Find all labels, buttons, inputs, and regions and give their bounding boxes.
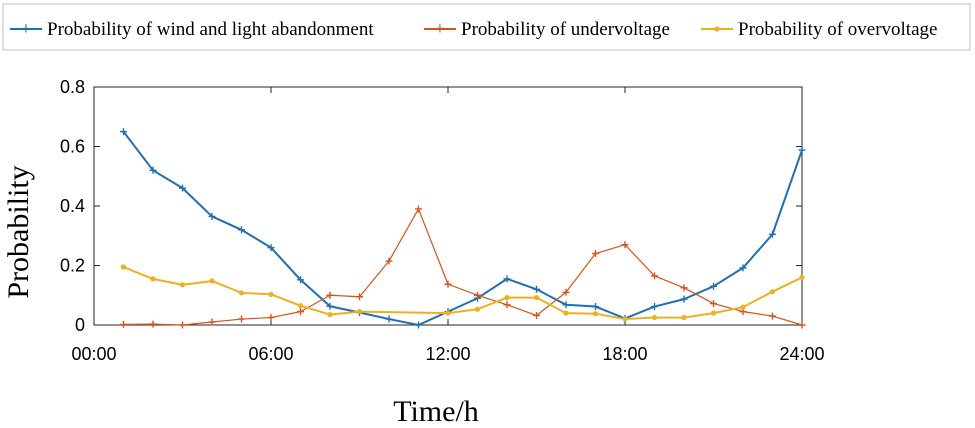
legend-label: Probability of wind and light abandonmen… (47, 19, 374, 40)
series-layer (120, 128, 806, 329)
data-point (651, 314, 658, 321)
data-point (267, 314, 275, 322)
series-1 (120, 205, 806, 329)
data-point (651, 272, 658, 280)
series-line (123, 208, 803, 326)
legend-label: Probability of undervoltage (461, 19, 670, 40)
data-point (622, 316, 628, 322)
data-point (769, 230, 776, 238)
x-tick-label: 12:00 (425, 344, 470, 364)
y-axis-title: Probability (2, 165, 35, 298)
legend: + Probability of wind and light abandonm… (2, 3, 971, 51)
data-point (680, 284, 688, 292)
x-tick-label: 24:00 (779, 344, 824, 364)
x-tick-label: 06:00 (248, 344, 293, 364)
y-tick-label: 0.8 (60, 77, 85, 97)
data-point (798, 146, 806, 154)
x-axis-title: Time/h (393, 395, 479, 428)
data-point (651, 303, 658, 311)
data-point (503, 275, 511, 283)
data-point (179, 321, 186, 329)
data-point (621, 241, 629, 249)
data-point (149, 320, 157, 328)
data-point (209, 278, 215, 284)
y-tick-label: 0.6 (60, 137, 85, 157)
data-point (444, 280, 452, 288)
data-point (415, 321, 422, 329)
legend-entry-overvoltage: Probability of overvoltage (701, 19, 937, 40)
data-point (297, 276, 304, 284)
data-point (445, 310, 451, 316)
data-point (680, 295, 688, 303)
data-point (120, 264, 127, 270)
series-line (122, 131, 803, 326)
data-point (710, 310, 717, 316)
data-point (740, 304, 746, 310)
data-point (681, 314, 687, 321)
data-point (385, 257, 393, 265)
data-point (799, 274, 805, 280)
legend-entry-undervoltage: + Probability of undervoltage (424, 19, 670, 40)
data-point (504, 295, 510, 301)
data-point (326, 302, 334, 310)
data-point (297, 308, 304, 316)
data-point (592, 250, 599, 258)
data-point (563, 310, 569, 316)
data-point (326, 291, 334, 299)
data-point (120, 128, 127, 136)
x-tick-label: 00:00 (71, 344, 116, 364)
data-point (327, 311, 333, 318)
series-line (123, 266, 803, 321)
axes: 00:00 06:00 12:00 18:00 24:00 0 0.2 0.4 0.6 0.8 (60, 77, 825, 364)
data-point (474, 291, 481, 299)
data-point (385, 315, 393, 323)
data-point (769, 289, 776, 295)
data-point (268, 291, 274, 297)
data-point (238, 290, 245, 296)
data-point (297, 303, 304, 309)
data-point (592, 311, 599, 317)
data-point (739, 264, 747, 272)
data-point (356, 309, 363, 315)
legend-box (2, 3, 971, 51)
data-point (356, 293, 363, 301)
data-point (710, 300, 717, 308)
data-point (208, 318, 216, 326)
data-point (267, 244, 275, 252)
data-point (120, 320, 127, 328)
data-point (503, 301, 511, 309)
series-2 (120, 264, 805, 322)
data-point (179, 184, 186, 192)
data-point (208, 212, 216, 220)
data-point (150, 276, 156, 282)
data-point (179, 282, 186, 288)
data-point (415, 205, 422, 213)
data-point (238, 226, 245, 234)
y-tick-label: 0 (75, 315, 85, 335)
y-tick-label: 0.2 (60, 256, 85, 276)
data-point (533, 295, 540, 301)
legend-marker-icon: + (21, 22, 32, 37)
data-point (238, 315, 245, 323)
data-point (592, 303, 599, 311)
data-point (710, 282, 717, 290)
legend-entry-wind-light: + Probability of wind and light abandonm… (10, 19, 374, 40)
data-point (769, 312, 776, 320)
x-tick-label: 18:00 (602, 344, 647, 364)
data-point (533, 285, 540, 293)
data-point (562, 301, 570, 309)
data-point (474, 306, 481, 312)
data-point (533, 311, 540, 319)
legend-marker-icon: + (435, 22, 446, 37)
legend-label: Probability of overvoltage (738, 19, 937, 40)
legend-marker-icon (714, 26, 720, 32)
data-point (562, 288, 570, 296)
y-tick-label: 0.4 (60, 196, 85, 216)
data-point (149, 166, 157, 174)
data-point (798, 321, 806, 329)
